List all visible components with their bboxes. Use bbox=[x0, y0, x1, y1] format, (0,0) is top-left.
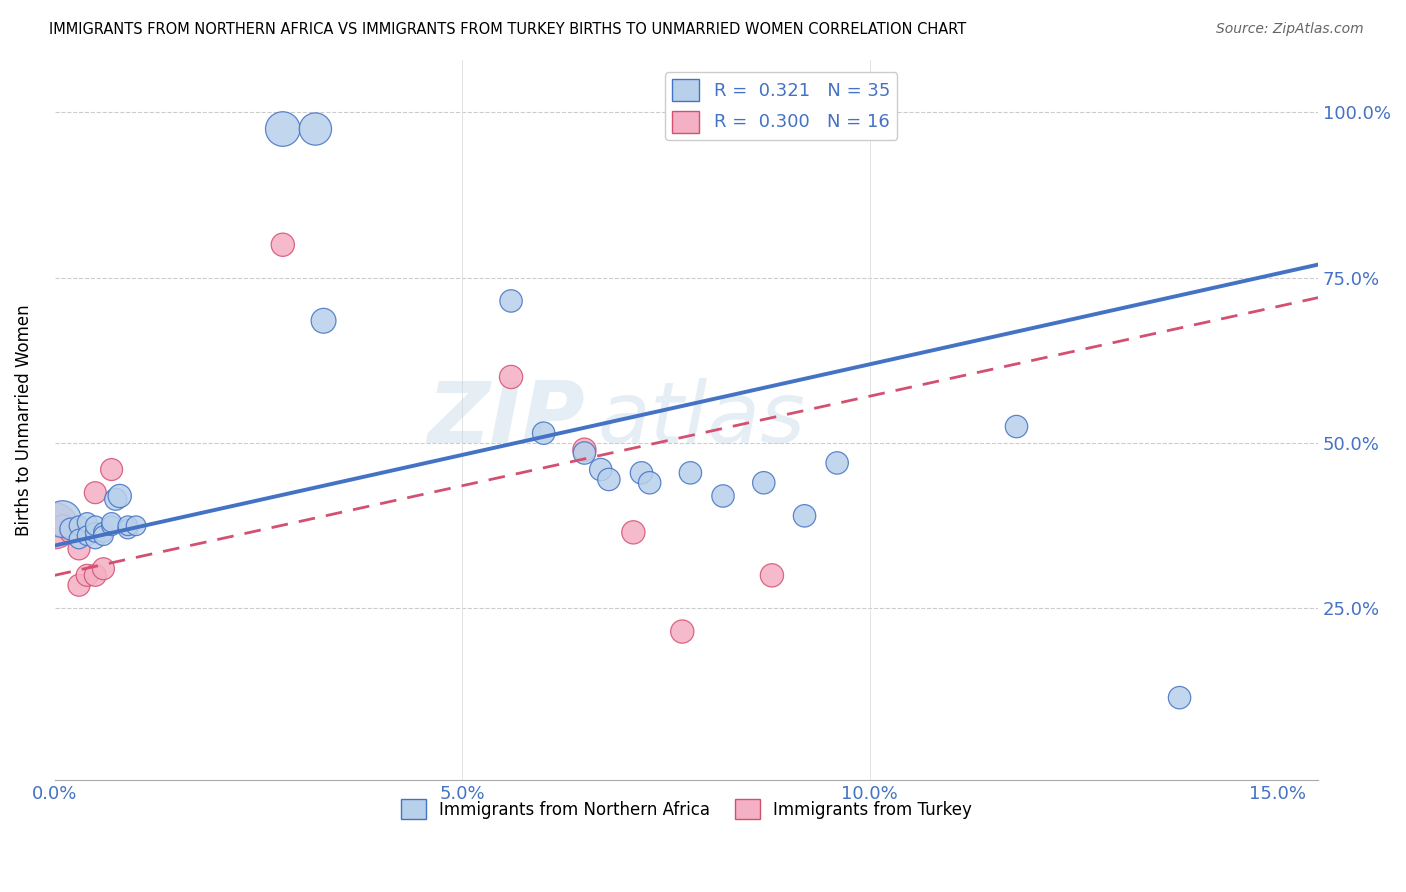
Point bbox=[52, 518, 75, 533]
Point bbox=[598, 473, 620, 487]
Point bbox=[630, 466, 652, 480]
Point bbox=[93, 529, 115, 543]
Point bbox=[84, 485, 107, 500]
Point bbox=[117, 518, 139, 533]
Point bbox=[84, 568, 107, 582]
Point bbox=[589, 462, 612, 476]
Point bbox=[312, 314, 335, 328]
Point bbox=[104, 492, 127, 507]
Point bbox=[533, 426, 555, 441]
Point bbox=[574, 446, 596, 460]
Point bbox=[711, 489, 734, 503]
Legend: Immigrants from Northern Africa, Immigrants from Turkey: Immigrants from Northern Africa, Immigra… bbox=[394, 792, 979, 826]
Point bbox=[76, 516, 98, 530]
Point bbox=[825, 456, 848, 470]
Point bbox=[52, 512, 75, 526]
Point bbox=[100, 516, 122, 530]
Point bbox=[125, 518, 148, 533]
Y-axis label: Births to Unmarried Women: Births to Unmarried Women bbox=[15, 304, 32, 536]
Point bbox=[100, 462, 122, 476]
Text: ZIP: ZIP bbox=[427, 378, 585, 461]
Point bbox=[679, 466, 702, 480]
Point bbox=[84, 532, 107, 546]
Point bbox=[638, 475, 661, 490]
Point bbox=[752, 475, 775, 490]
Point bbox=[499, 293, 522, 308]
Point bbox=[271, 237, 294, 252]
Text: Source: ZipAtlas.com: Source: ZipAtlas.com bbox=[1216, 22, 1364, 37]
Text: atlas: atlas bbox=[598, 378, 806, 461]
Point bbox=[84, 518, 107, 533]
Point bbox=[499, 370, 522, 384]
Point bbox=[271, 122, 294, 136]
Point bbox=[67, 532, 90, 546]
Point bbox=[574, 442, 596, 457]
Point bbox=[100, 518, 122, 533]
Point bbox=[621, 525, 644, 540]
Point bbox=[67, 541, 90, 556]
Point bbox=[93, 562, 115, 576]
Point bbox=[84, 525, 107, 540]
Point bbox=[1168, 690, 1191, 705]
Point bbox=[1005, 419, 1028, 434]
Point bbox=[93, 525, 115, 540]
Text: IMMIGRANTS FROM NORTHERN AFRICA VS IMMIGRANTS FROM TURKEY BIRTHS TO UNMARRIED WO: IMMIGRANTS FROM NORTHERN AFRICA VS IMMIG… bbox=[49, 22, 966, 37]
Point bbox=[76, 529, 98, 543]
Point bbox=[671, 624, 693, 639]
Point bbox=[76, 568, 98, 582]
Point bbox=[761, 568, 783, 582]
Point bbox=[59, 522, 82, 536]
Point bbox=[117, 522, 139, 536]
Point bbox=[108, 489, 131, 503]
Point bbox=[304, 122, 326, 136]
Point bbox=[59, 525, 82, 540]
Point bbox=[67, 518, 90, 533]
Point bbox=[44, 518, 66, 533]
Point bbox=[793, 508, 815, 523]
Point bbox=[67, 578, 90, 592]
